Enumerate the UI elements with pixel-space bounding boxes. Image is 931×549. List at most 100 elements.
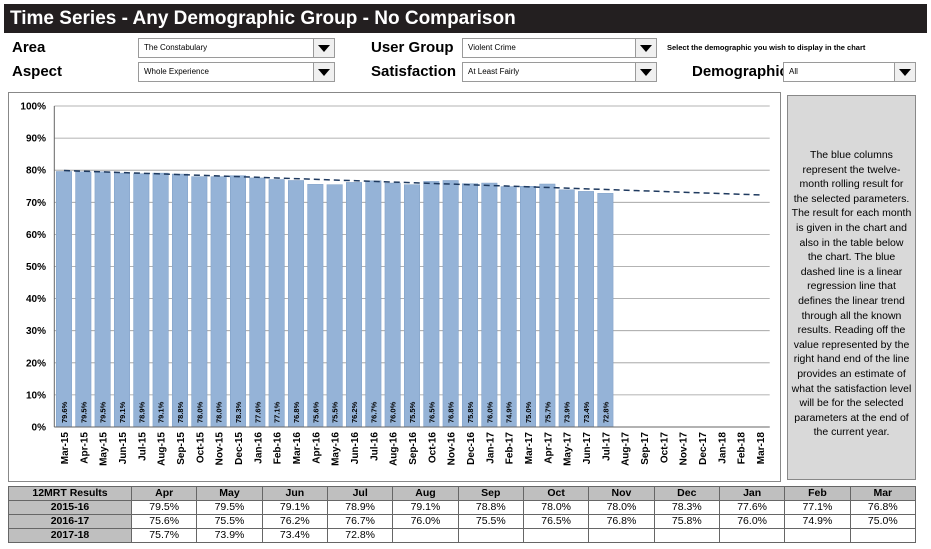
value-label: 74.9%: [505, 401, 514, 423]
bar: [210, 176, 227, 428]
cell: 75.5%: [457, 514, 524, 529]
value-label: 79.6%: [60, 401, 69, 423]
area-dropdown[interactable]: The Constabulary: [138, 38, 335, 58]
cell: 76.0%: [718, 514, 786, 529]
header-cell: Jan: [718, 486, 786, 501]
x-tick-label: Feb-17: [505, 432, 516, 465]
bar: [442, 180, 459, 428]
value-label: 75.8%: [466, 401, 475, 423]
x-tick-label: Mar-18: [756, 432, 767, 465]
value-label: 72.8%: [601, 401, 610, 423]
aspect-dropdown[interactable]: Whole Experience: [138, 62, 335, 82]
user-group-label: User Group: [371, 39, 454, 56]
x-tick-label: Dec-17: [698, 432, 709, 465]
value-label: 78.0%: [215, 401, 224, 423]
bar: [75, 171, 92, 428]
empty-cell: [457, 528, 524, 543]
table-row: 2015-16 79.5% 79.5% 79.1% 78.9% 79.1% 78.8% 78.…: [8, 500, 917, 515]
bar: [326, 184, 343, 428]
bar: [94, 171, 111, 428]
x-tick-label: Sep-15: [176, 432, 187, 465]
user-group-dropdown[interactable]: Violent Crime: [462, 38, 657, 58]
dropdown-button[interactable]: [894, 63, 915, 81]
cell: 73.9%: [196, 528, 263, 543]
user-group-value: Violent Crime: [468, 43, 516, 52]
bar: [404, 184, 420, 428]
value-label: 79.5%: [99, 401, 108, 423]
cell: 79.1%: [261, 500, 328, 515]
y-tick-label: 0%: [32, 423, 47, 434]
x-tick-label: Nov-15: [215, 432, 226, 466]
dropdown-button[interactable]: [635, 39, 656, 57]
bar: [346, 182, 362, 428]
satisfaction-dropdown[interactable]: At Least Fairly: [462, 62, 657, 82]
x-tick-label: Mar-17: [524, 432, 535, 465]
x-tick-label: Jul-17: [601, 432, 612, 461]
bar: [500, 186, 517, 428]
value-label: 78.0%: [195, 401, 204, 423]
header-cell: Mar: [849, 486, 917, 501]
value-label: 78.9%: [137, 401, 146, 423]
value-label: 78.8%: [176, 401, 185, 423]
header-cell: Jul: [326, 486, 394, 501]
bar: [288, 180, 304, 428]
cell: 79.5%: [196, 500, 263, 515]
x-tick-label: Feb-18: [737, 432, 748, 465]
header-cell: Dec: [653, 486, 720, 501]
x-tick-label: Feb-16: [273, 432, 284, 465]
cell: 77.6%: [718, 500, 786, 515]
cell: 75.5%: [196, 514, 263, 529]
x-tick-label: Apr-16: [311, 432, 322, 464]
x-tick-label: Jan-18: [717, 432, 728, 464]
y-tick-label: 90%: [26, 134, 46, 145]
value-label: 76.8%: [292, 401, 301, 423]
value-label: 75.6%: [311, 401, 320, 423]
title-bar: Time Series - Any Demographic Group - No…: [4, 4, 927, 33]
value-label: 75.7%: [543, 401, 552, 423]
demographic-dropdown[interactable]: All: [783, 62, 916, 82]
bar: [384, 182, 401, 428]
hint: Select the demographic you wish to displ…: [667, 43, 866, 52]
bar: [520, 186, 536, 428]
satisfaction-label: Satisfaction: [371, 63, 457, 80]
header-cell: Feb: [784, 486, 851, 501]
header-cell: Aug: [392, 486, 459, 501]
bar: [249, 177, 266, 428]
bar: [55, 171, 72, 428]
area-value: The Constabulary: [144, 43, 208, 52]
cell: 75.7%: [130, 528, 198, 543]
y-tick-label: 80%: [26, 166, 46, 177]
trend-line: [63, 169, 761, 196]
x-tick-label: Apr-17: [543, 432, 554, 464]
dropdown-button[interactable]: [313, 63, 334, 81]
value-label: 75.5%: [331, 401, 340, 423]
empty-cell: [392, 528, 459, 543]
x-tick-label: Apr-15: [79, 432, 90, 464]
results-table: 12MRT Results Apr May Jun Jul Aug Sep Oct Nov Dec…: [8, 486, 917, 543]
y-tick-label: 40%: [26, 294, 46, 305]
dropdown-button[interactable]: [635, 63, 656, 81]
bar: [191, 176, 208, 428]
area-label: Area: [12, 39, 46, 56]
empty-cell: [718, 528, 786, 543]
bar: [462, 183, 478, 428]
chart-frame: [8, 92, 781, 482]
cell: 79.1%: [392, 500, 459, 515]
x-tick-label: Jul-15: [137, 432, 148, 461]
x-tick-label: May-16: [331, 432, 342, 466]
aspect-value: Whole Experience: [144, 67, 209, 76]
x-tick-label: May-15: [99, 432, 110, 466]
aspect-label: Aspect: [12, 63, 63, 80]
value-label: 76.7%: [369, 401, 378, 423]
bar: [113, 172, 130, 428]
x-tick-label: Jun-15: [118, 432, 129, 465]
value-label: 76.2%: [350, 401, 359, 423]
empty-cell: [588, 528, 655, 543]
header-cell: Jun: [261, 486, 328, 501]
cell: 76.2%: [261, 514, 328, 529]
dropdown-button[interactable]: [313, 39, 334, 57]
x-tick-label: Jul-16: [369, 432, 380, 461]
bar: [268, 179, 285, 428]
y-tick-label: 20%: [26, 358, 46, 369]
y-tick-label: 100%: [20, 102, 46, 113]
